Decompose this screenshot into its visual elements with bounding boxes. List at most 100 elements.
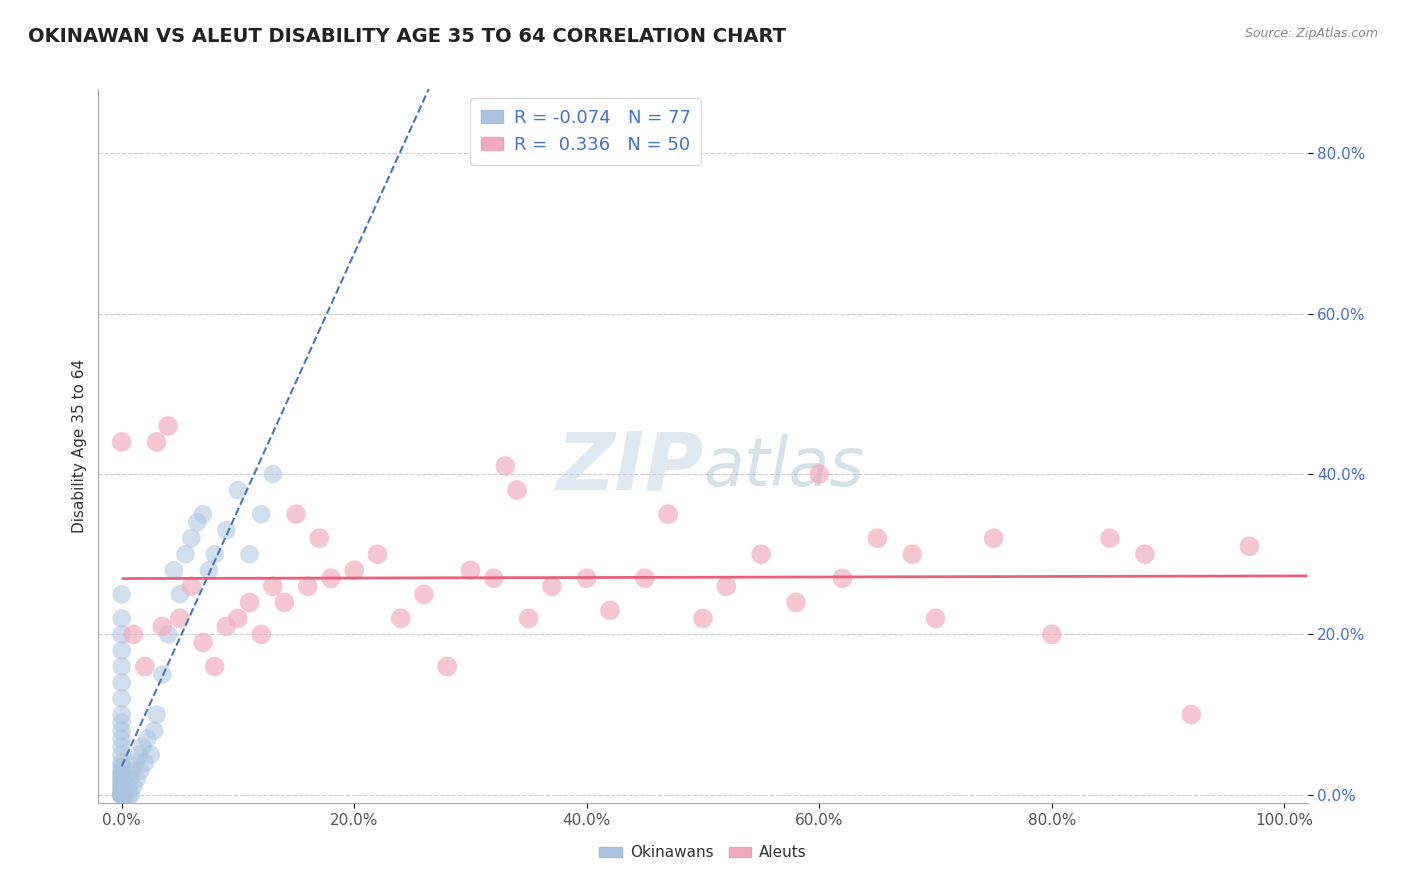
Point bbox=[111, 778, 134, 792]
Point bbox=[111, 691, 134, 706]
Point bbox=[226, 611, 249, 625]
Point bbox=[111, 788, 134, 802]
Point bbox=[111, 788, 134, 802]
Point bbox=[122, 627, 145, 641]
Point bbox=[319, 571, 342, 585]
Point bbox=[111, 765, 134, 780]
Point bbox=[111, 788, 134, 802]
Point bbox=[111, 788, 134, 802]
Point bbox=[436, 659, 458, 673]
Point bbox=[169, 587, 191, 601]
Point bbox=[163, 563, 186, 577]
Point bbox=[136, 731, 159, 746]
Point bbox=[111, 788, 134, 802]
Point bbox=[169, 611, 191, 625]
Point bbox=[366, 547, 388, 561]
Point bbox=[413, 587, 436, 601]
Point bbox=[117, 780, 139, 794]
Point bbox=[118, 788, 141, 802]
Point bbox=[111, 780, 134, 794]
Point bbox=[111, 659, 134, 673]
Point bbox=[204, 547, 226, 561]
Point bbox=[131, 739, 153, 754]
Point bbox=[111, 788, 134, 802]
Point bbox=[186, 515, 208, 529]
Point bbox=[389, 611, 412, 625]
Point bbox=[308, 531, 330, 545]
Point bbox=[285, 507, 308, 521]
Point bbox=[174, 547, 197, 561]
Point bbox=[111, 587, 134, 601]
Point bbox=[111, 788, 134, 802]
Point bbox=[866, 531, 889, 545]
Point bbox=[111, 770, 134, 784]
Point bbox=[749, 547, 772, 561]
Point bbox=[273, 595, 295, 609]
Point bbox=[111, 435, 134, 450]
Point bbox=[111, 723, 134, 738]
Legend: Okinawans, Aleuts: Okinawans, Aleuts bbox=[593, 839, 813, 866]
Point bbox=[250, 627, 273, 641]
Point bbox=[111, 731, 134, 746]
Point bbox=[204, 659, 226, 673]
Point bbox=[129, 764, 152, 778]
Point bbox=[111, 756, 134, 770]
Point bbox=[134, 756, 156, 770]
Point bbox=[1239, 539, 1261, 553]
Point bbox=[1040, 627, 1063, 641]
Point bbox=[634, 571, 657, 585]
Point bbox=[506, 483, 529, 497]
Point bbox=[128, 747, 150, 762]
Point bbox=[111, 788, 134, 802]
Point bbox=[180, 579, 202, 593]
Point bbox=[145, 707, 167, 722]
Point bbox=[111, 788, 134, 802]
Text: OKINAWAN VS ALEUT DISABILITY AGE 35 TO 64 CORRELATION CHART: OKINAWAN VS ALEUT DISABILITY AGE 35 TO 6… bbox=[28, 27, 786, 45]
Point bbox=[150, 619, 173, 633]
Text: Source: ZipAtlas.com: Source: ZipAtlas.com bbox=[1244, 27, 1378, 40]
Point bbox=[482, 571, 505, 585]
Point bbox=[239, 547, 262, 561]
Point bbox=[111, 760, 134, 774]
Point bbox=[111, 788, 134, 802]
Point bbox=[297, 579, 319, 593]
Point bbox=[118, 772, 141, 786]
Point bbox=[239, 595, 262, 609]
Point bbox=[157, 419, 180, 434]
Point bbox=[111, 788, 134, 802]
Point bbox=[460, 563, 482, 577]
Point bbox=[191, 507, 214, 521]
Point bbox=[785, 595, 807, 609]
Point bbox=[111, 781, 134, 796]
Point bbox=[111, 739, 134, 754]
Point bbox=[226, 483, 249, 497]
Point bbox=[1180, 707, 1202, 722]
Point bbox=[215, 619, 238, 633]
Point bbox=[111, 788, 134, 802]
Point bbox=[114, 788, 136, 802]
Point bbox=[143, 723, 166, 738]
Point bbox=[111, 788, 134, 802]
Point bbox=[111, 788, 134, 802]
Point bbox=[120, 788, 142, 802]
Point bbox=[831, 571, 853, 585]
Point bbox=[575, 571, 598, 585]
Point bbox=[111, 707, 134, 722]
Point bbox=[125, 772, 148, 786]
Point bbox=[111, 747, 134, 762]
Point bbox=[111, 776, 134, 790]
Point bbox=[180, 531, 202, 545]
Point bbox=[124, 756, 146, 770]
Point bbox=[111, 788, 134, 802]
Text: ZIP: ZIP bbox=[555, 428, 703, 507]
Point bbox=[111, 772, 134, 786]
Point bbox=[150, 667, 173, 681]
Point bbox=[111, 784, 134, 798]
Point bbox=[111, 788, 134, 802]
Point bbox=[111, 788, 134, 802]
Y-axis label: Disability Age 35 to 64: Disability Age 35 to 64 bbox=[72, 359, 87, 533]
Point bbox=[494, 458, 516, 473]
Point bbox=[111, 611, 134, 625]
Point bbox=[808, 467, 831, 481]
Point bbox=[198, 563, 221, 577]
